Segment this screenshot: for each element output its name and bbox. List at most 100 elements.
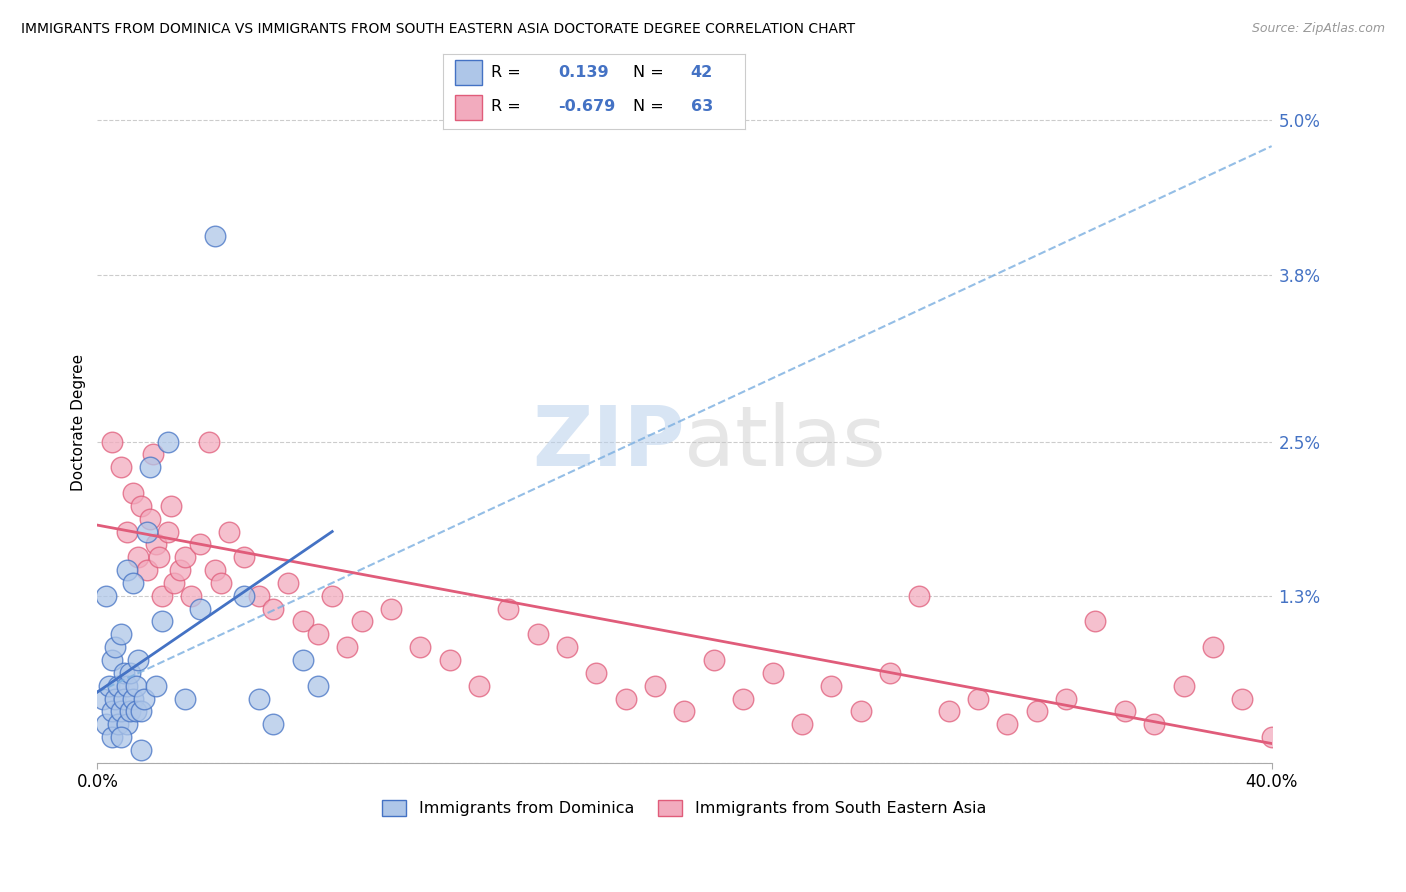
Point [107, 717, 129, 731]
Point [614, 691, 637, 706]
Point [585, 665, 607, 680]
Text: Source: ZipAtlas.com: Source: ZipAtlas.com [1251, 22, 1385, 36]
Point [134, 691, 156, 706]
Point [101, 730, 124, 744]
Point [291, 653, 314, 667]
Point [136, 563, 159, 577]
Point [644, 679, 666, 693]
Point [1173, 679, 1195, 693]
Point [110, 460, 132, 475]
Point [107, 679, 129, 693]
Point [110, 730, 132, 744]
Point [188, 537, 211, 551]
Text: atlas: atlas [685, 402, 886, 483]
Point [118, 665, 141, 680]
Point [733, 691, 755, 706]
Point [790, 717, 813, 731]
Point [174, 691, 197, 706]
Point [127, 550, 149, 565]
Point [124, 705, 146, 719]
Point [820, 679, 842, 693]
Point [104, 691, 127, 706]
Text: 63: 63 [690, 100, 713, 114]
Text: 0.139: 0.139 [558, 65, 609, 80]
Point [938, 705, 960, 719]
Text: N =: N = [633, 100, 664, 114]
Point [321, 589, 343, 603]
Point [849, 705, 872, 719]
FancyBboxPatch shape [456, 95, 482, 120]
Point [139, 460, 162, 475]
Point [115, 679, 138, 693]
Point [115, 563, 138, 577]
Point [145, 537, 167, 551]
Text: -0.679: -0.679 [558, 100, 614, 114]
Point [156, 524, 179, 539]
Point [101, 434, 124, 449]
Point [1260, 730, 1282, 744]
Point [145, 679, 167, 693]
Point [156, 434, 179, 449]
Point [409, 640, 432, 655]
Point [112, 691, 135, 706]
Point [233, 589, 256, 603]
Point [1114, 705, 1136, 719]
Point [1143, 717, 1166, 731]
Point [555, 640, 578, 655]
Point [468, 679, 491, 693]
Point [115, 524, 138, 539]
Point [121, 576, 143, 591]
Point [121, 486, 143, 500]
Text: R =: R = [491, 65, 522, 80]
Point [124, 679, 146, 693]
Point [908, 589, 931, 603]
Point [101, 653, 124, 667]
Point [204, 563, 226, 577]
Point [159, 499, 181, 513]
Point [350, 615, 373, 629]
Point [174, 550, 197, 565]
Point [1025, 705, 1047, 719]
Point [209, 576, 232, 591]
Point [142, 447, 165, 461]
Point [247, 691, 270, 706]
Point [98, 679, 121, 693]
Point [263, 717, 285, 731]
Point [121, 691, 143, 706]
Point [112, 665, 135, 680]
Point [1202, 640, 1225, 655]
Point [139, 511, 162, 525]
Point [96, 589, 118, 603]
Point [96, 717, 118, 731]
Text: R =: R = [491, 100, 522, 114]
Point [104, 640, 127, 655]
Point [131, 743, 153, 757]
Point [150, 589, 173, 603]
Point [526, 627, 548, 641]
Legend: Immigrants from Dominica, Immigrants from South Eastern Asia: Immigrants from Dominica, Immigrants fro… [375, 794, 993, 823]
Point [169, 563, 191, 577]
Point [380, 601, 402, 615]
Point [91, 691, 114, 706]
Point [307, 627, 329, 641]
Point [997, 717, 1019, 731]
Point [163, 576, 186, 591]
Point [118, 705, 141, 719]
Text: N =: N = [633, 65, 664, 80]
Point [703, 653, 725, 667]
Point [131, 499, 153, 513]
Point [198, 434, 221, 449]
Point [127, 653, 149, 667]
Point [1084, 615, 1107, 629]
Point [188, 601, 211, 615]
Point [761, 665, 783, 680]
Point [148, 550, 170, 565]
Point [673, 705, 696, 719]
Point [307, 679, 329, 693]
Text: ZIP: ZIP [531, 402, 685, 483]
Point [233, 550, 256, 565]
Point [101, 705, 124, 719]
Point [879, 665, 901, 680]
Point [336, 640, 359, 655]
Point [218, 524, 240, 539]
